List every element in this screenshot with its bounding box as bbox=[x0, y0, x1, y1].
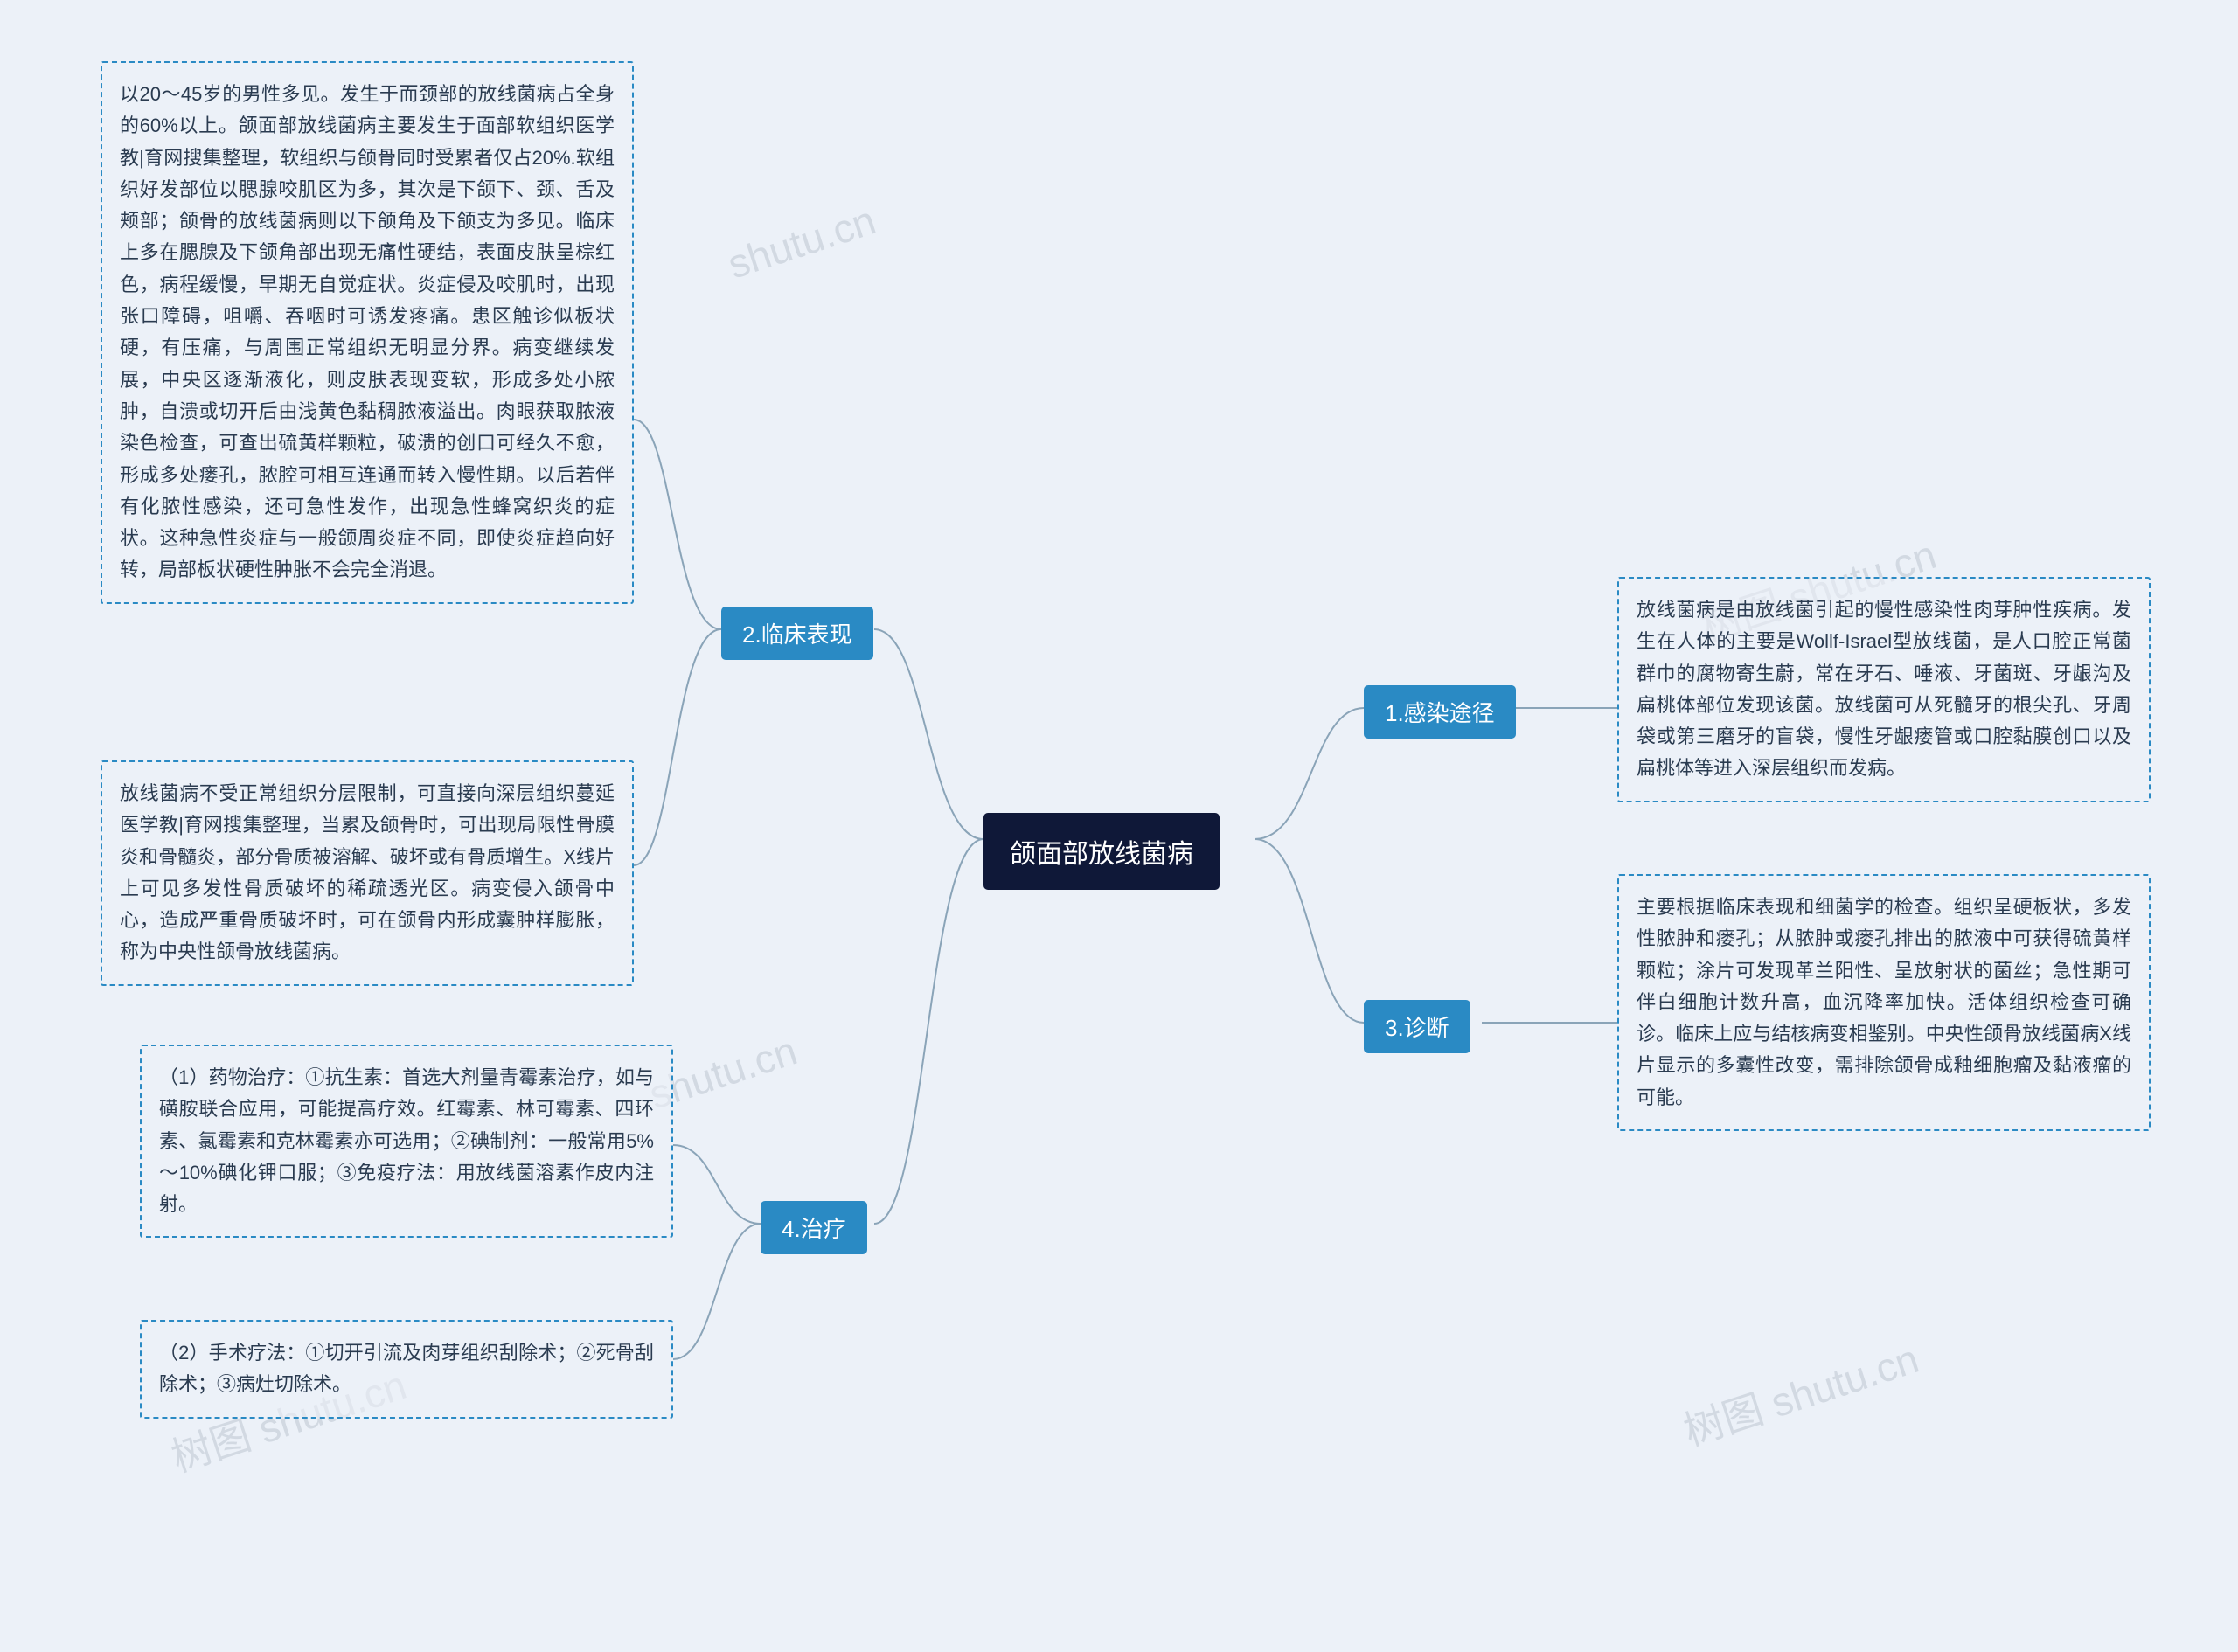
leaf-diagnosis: 主要根据临床表现和细菌学的检查。组织呈硬板状，多发性脓肿和瘘孔；从脓肿或瘘孔排出… bbox=[1617, 874, 2151, 1131]
leaf-text: 主要根据临床表现和细菌学的检查。组织呈硬板状，多发性脓肿和瘘孔；从脓肿或瘘孔排出… bbox=[1637, 896, 2131, 1108]
branch-label: 4.治疗 bbox=[782, 1211, 846, 1244]
branch-label: 3.诊断 bbox=[1385, 1010, 1449, 1043]
leaf-infection-route: 放线菌病是由放线菌引起的慢性感染性肉芽肿性疾病。发生在人体的主要是Wollf-I… bbox=[1617, 577, 2151, 802]
branch-label: 2.临床表现 bbox=[742, 617, 852, 649]
leaf-text: 放线菌病不受正常组织分层限制，可直接向深层组织蔓延医学教|育网搜集整理，当累及颌… bbox=[120, 782, 615, 962]
leaf-text: （1）药物治疗：①抗生素：首选大剂量青霉素治疗，如与磺胺联合应用，可能提高疗效。… bbox=[159, 1066, 654, 1215]
branch-label: 1.感染途径 bbox=[1385, 696, 1495, 728]
branch-clinical[interactable]: 2.临床表现 bbox=[721, 607, 873, 660]
root-node[interactable]: 颌面部放线菌病 bbox=[983, 813, 1220, 890]
leaf-clinical-1: 以20～45岁的男性多见。发生于而颈部的放线菌病占全身的60%以上。颌面部放线菌… bbox=[101, 61, 634, 604]
leaf-treatment-1: （1）药物治疗：①抗生素：首选大剂量青霉素治疗，如与磺胺联合应用，可能提高疗效。… bbox=[140, 1045, 673, 1238]
root-label: 颌面部放线菌病 bbox=[1010, 832, 1193, 871]
branch-infection-route[interactable]: 1.感染途径 bbox=[1364, 685, 1516, 739]
leaf-clinical-2: 放线菌病不受正常组织分层限制，可直接向深层组织蔓延医学教|育网搜集整理，当累及颌… bbox=[101, 760, 634, 986]
branch-treatment[interactable]: 4.治疗 bbox=[761, 1201, 867, 1254]
leaf-text: 放线菌病是由放线菌引起的慢性感染性肉芽肿性疾病。发生在人体的主要是Wollf-I… bbox=[1637, 599, 2131, 779]
watermark: 树图 shutu.cn bbox=[1676, 1328, 1925, 1458]
leaf-text: （2）手术疗法：①切开引流及肉芽组织刮除术；②死骨刮除术；③病灶切除术。 bbox=[159, 1342, 654, 1395]
watermark: shutu.cn bbox=[722, 196, 881, 288]
leaf-text: 以20～45岁的男性多见。发生于而颈部的放线菌病占全身的60%以上。颌面部放线菌… bbox=[120, 83, 615, 580]
leaf-treatment-2: （2）手术疗法：①切开引流及肉芽组织刮除术；②死骨刮除术；③病灶切除术。 bbox=[140, 1320, 673, 1419]
branch-diagnosis[interactable]: 3.诊断 bbox=[1364, 1000, 1470, 1053]
